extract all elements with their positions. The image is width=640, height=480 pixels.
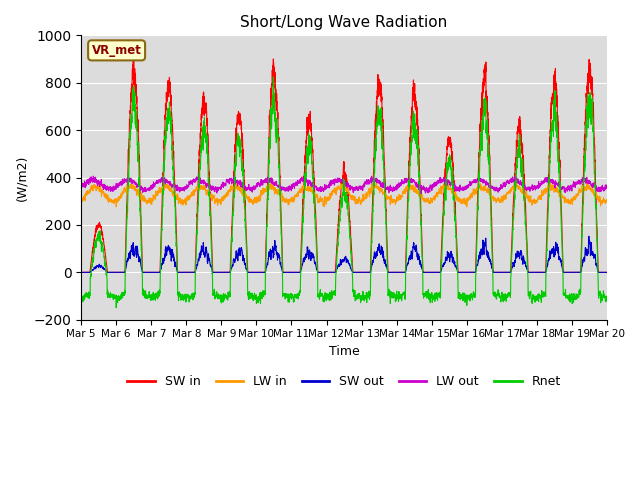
LW out <box>462 185 470 191</box>
Text: VR_met: VR_met <box>92 44 141 57</box>
LW in <box>372 180 380 185</box>
Rnet <box>324 296 332 302</box>
Rnet <box>462 297 470 303</box>
SW out <box>461 269 469 275</box>
Rnet <box>433 296 440 301</box>
X-axis label: Time: Time <box>329 345 360 358</box>
Rnet <box>77 291 85 297</box>
SW out <box>492 269 499 275</box>
SW in <box>172 212 180 217</box>
Rnet <box>113 305 120 311</box>
LW out <box>77 184 85 190</box>
Line: Rnet: Rnet <box>81 77 607 308</box>
Rnet <box>492 292 499 298</box>
SW out <box>324 269 332 275</box>
Line: SW out: SW out <box>81 236 607 272</box>
Rnet <box>269 74 277 80</box>
LW out <box>90 173 97 179</box>
LW out <box>602 185 610 191</box>
Legend: SW in, LW in, SW out, LW out, Rnet: SW in, LW in, SW out, LW out, Rnet <box>122 370 566 393</box>
LW in <box>433 194 440 200</box>
SW in <box>602 269 610 275</box>
LW out <box>172 183 180 189</box>
SW out <box>602 269 610 275</box>
LW out <box>324 182 332 188</box>
Title: Short/Long Wave Radiation: Short/Long Wave Radiation <box>241 15 448 30</box>
Line: LW in: LW in <box>81 182 607 207</box>
Line: SW in: SW in <box>81 58 607 272</box>
SW in <box>433 269 440 275</box>
SW in <box>77 269 85 275</box>
LW in <box>602 197 610 203</box>
LW in <box>77 195 85 201</box>
SW in <box>462 269 470 275</box>
LW in <box>324 194 332 200</box>
LW out <box>603 183 611 189</box>
SW in <box>130 55 138 61</box>
LW out <box>417 191 425 197</box>
Rnet <box>602 293 610 299</box>
SW out <box>603 269 611 275</box>
SW in <box>492 269 499 275</box>
SW out <box>77 269 85 275</box>
LW in <box>463 204 470 210</box>
SW in <box>324 269 332 275</box>
LW in <box>172 191 179 197</box>
LW in <box>603 197 611 203</box>
SW out <box>433 269 440 275</box>
LW in <box>492 197 499 203</box>
LW out <box>433 179 440 185</box>
Rnet <box>172 229 180 235</box>
SW out <box>172 260 179 265</box>
SW in <box>603 269 611 275</box>
Y-axis label: (W/m2): (W/m2) <box>15 155 28 201</box>
LW in <box>462 200 470 206</box>
LW out <box>492 187 499 192</box>
Line: LW out: LW out <box>81 176 607 194</box>
SW out <box>585 233 593 239</box>
Rnet <box>603 296 611 301</box>
